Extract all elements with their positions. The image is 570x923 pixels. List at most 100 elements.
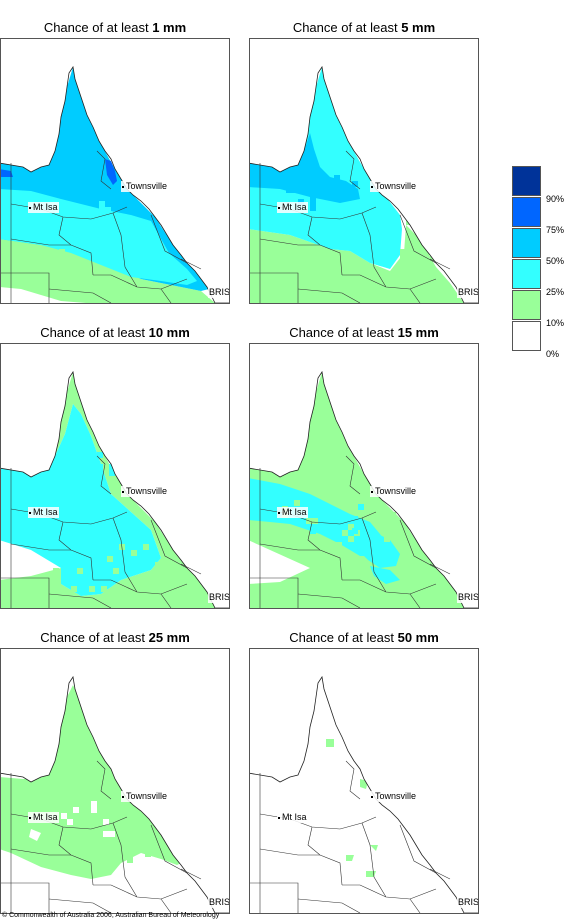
queensland-map [1, 370, 229, 608]
probability-zone [1, 685, 185, 879]
district-boundary [180, 868, 202, 880]
raster-cell [412, 243, 418, 249]
copyright-notice: © Commonwealth of Australia 2006, Austra… [2, 912, 220, 919]
probability-zone [326, 739, 334, 747]
raster-cell [131, 550, 137, 556]
raster-cell [328, 187, 334, 193]
raster-cell [322, 193, 328, 199]
raster-cell [89, 586, 95, 592]
district-boundary [150, 214, 188, 264]
probability-zone [346, 855, 354, 861]
raster-cell [23, 267, 29, 273]
raster-cell [310, 510, 316, 516]
panel-title: Chance of at least 15 mm [249, 325, 479, 341]
district-boundary [259, 238, 320, 246]
probability-zone [250, 540, 310, 582]
city-name: BRIS [458, 897, 479, 907]
legend-label: 25% [546, 287, 565, 297]
raster-cell [23, 261, 29, 267]
raster-cell [336, 542, 342, 548]
raster-cell [99, 201, 105, 207]
district-boundary [112, 822, 138, 898]
raster-cell [400, 249, 406, 255]
raster-cell [17, 273, 23, 279]
raster-cell [342, 530, 348, 536]
raster-cell [348, 536, 354, 542]
raster-cell [73, 807, 79, 813]
raster-cell [21, 219, 27, 225]
city-label-bris: BRIS [457, 897, 479, 908]
raster-cell [117, 219, 123, 225]
district-boundary [361, 822, 387, 898]
city-name: Mt Isa [282, 202, 307, 212]
district-boundary [180, 258, 202, 270]
raster-cell [91, 801, 97, 807]
city-name: Townsville [126, 486, 168, 496]
district-boundary [361, 517, 387, 593]
coastline [250, 675, 478, 913]
district-boundary [409, 593, 421, 608]
district-boundary [1, 577, 50, 608]
legend-swatch-2 [512, 197, 541, 227]
city-label-mt-isa: Mt Isa [277, 507, 308, 518]
legend-swatch-5 [512, 290, 541, 320]
district-boundary [250, 577, 299, 608]
queensland-map [250, 65, 478, 303]
city-name: BRIS [458, 592, 479, 602]
raster-cell [358, 504, 364, 510]
district-boundary [1, 882, 50, 913]
raster-cell [121, 833, 127, 839]
panel-title-threshold: 10 mm [148, 325, 190, 340]
raster-cell [53, 568, 59, 574]
district-boundary [96, 150, 112, 190]
map-frame: Townsville Mt Isa BRIS [0, 648, 230, 914]
raster-cell [292, 187, 298, 193]
queensland-map [1, 65, 229, 303]
raster-cell [109, 470, 115, 476]
panel-title-threshold: 1 mm [152, 20, 187, 35]
legend-swatch-3 [512, 228, 541, 258]
raster-cell [310, 193, 316, 199]
probability-zone [29, 829, 41, 841]
district-boundary [93, 579, 188, 595]
raster-cell [298, 181, 304, 187]
raster-cell [143, 574, 149, 580]
probability-zone [1, 189, 197, 285]
raster-cell [121, 845, 127, 851]
city-name: Townsville [375, 791, 417, 801]
district-boundary [48, 898, 112, 913]
raster-cell [424, 249, 430, 255]
district-boundary [307, 826, 343, 886]
raster-cell [352, 528, 358, 534]
raster-cell [97, 464, 103, 470]
district-boundary [48, 593, 112, 608]
probability-zone [250, 133, 360, 203]
raster-cell [286, 175, 292, 181]
district-boundary [429, 868, 451, 880]
district-boundary [1, 272, 50, 303]
queensland-map [1, 675, 229, 913]
district-boundary [160, 288, 172, 303]
city-name: Mt Isa [33, 812, 58, 822]
district-boundary [297, 593, 361, 608]
raster-cell [111, 225, 117, 231]
city-label-mt-isa: Mt Isa [28, 812, 59, 823]
panel-title-prefix: Chance of at least [40, 325, 149, 340]
city-name: Townsville [375, 486, 417, 496]
panel-title-threshold: 25 mm [148, 630, 190, 645]
probability-zone [370, 845, 378, 851]
raster-cell [113, 568, 119, 574]
district-boundary [250, 882, 299, 913]
district-boundary [160, 593, 172, 608]
city-name: BRIS [458, 287, 479, 297]
probability-zone [1, 542, 51, 578]
city-label-townsville: Townsville [121, 791, 169, 802]
raster-cell [113, 586, 119, 592]
map-frame: Townsville Mt Isa BRIS [0, 38, 230, 304]
district-boundary [93, 274, 188, 290]
panel-title-prefix: Chance of at least [289, 630, 398, 645]
city-label-townsville: Townsville [370, 486, 418, 497]
raster-cell [115, 434, 121, 440]
city-label-townsville: Townsville [370, 181, 418, 192]
raster-cell [67, 819, 73, 825]
